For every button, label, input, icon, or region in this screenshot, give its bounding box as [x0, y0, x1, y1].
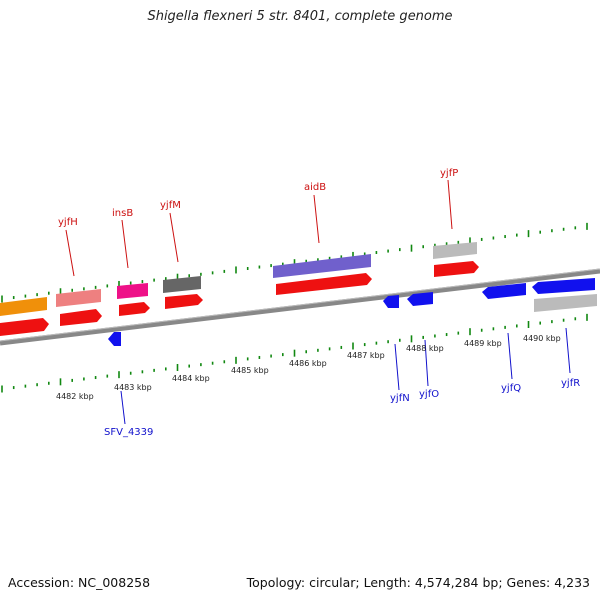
genome-backbone	[0, 268, 600, 346]
cds-track-forward	[0, 261, 479, 336]
feature-insB[interactable]	[117, 283, 148, 299]
feature-yjfQ[interactable]	[482, 283, 526, 299]
cds-forward[interactable]	[276, 273, 372, 295]
gene-label-yjfQ[interactable]: yjfQ	[501, 383, 521, 394]
genome-summary-text: Topology: circular; Length: 4,574,284 bp…	[246, 575, 590, 590]
feature-track-lower	[108, 278, 597, 346]
feature-yjfR[interactable]	[532, 278, 595, 294]
feature-aidB[interactable]	[273, 254, 371, 278]
cds-forward[interactable]	[119, 302, 150, 316]
gene-label-aidB[interactable]: aidB	[304, 182, 326, 193]
scale-labels: 4482 kbp 4483 kbp 4484 kbp 4485 kbp 4486…	[56, 334, 561, 401]
reverse-label-group: SFV_4339 yjfN yjfO yjfQ yjfR	[104, 327, 580, 438]
cds-forward[interactable]	[165, 294, 203, 309]
feature-yjfM[interactable]	[163, 276, 201, 293]
scale-label: 4487 kbp	[347, 351, 385, 360]
lower-tick-row	[1, 313, 588, 393]
gene-label-yjfR[interactable]: yjfR	[561, 378, 580, 389]
gene-label-insB[interactable]: insB	[112, 208, 133, 219]
gene-label-yjfH[interactable]: yjfH	[58, 217, 78, 228]
gene-label-yjfN[interactable]: yjfN	[390, 393, 410, 404]
cds-forward[interactable]	[0, 318, 49, 336]
genome-backbone-highlight	[0, 268, 600, 342]
gene-label-SFV_4339[interactable]: SFV_4339	[104, 427, 153, 438]
scale-label: 4485 kbp	[231, 366, 269, 375]
cds-forward[interactable]	[60, 309, 102, 326]
gene-label-yjfP[interactable]: yjfP	[440, 168, 458, 179]
scale-label: 4486 kbp	[289, 359, 327, 368]
map-title: Shigella flexneri 5 str. 8401, complete …	[147, 9, 453, 24]
accession-text: Accession: NC_008258	[8, 575, 151, 590]
scale-label: 4483 kbp	[114, 383, 152, 392]
forward-label-group: yjfH insB yjfM aidB yjfP	[58, 168, 458, 277]
feature-yjfP[interactable]	[433, 242, 477, 259]
feature-yjfH[interactable]	[56, 289, 101, 307]
feature-SFV_4339[interactable]	[108, 332, 121, 346]
feature-track-upper	[0, 242, 477, 316]
scale-label: 4489 kbp	[464, 339, 502, 348]
cds-forward[interactable]	[434, 261, 479, 277]
scale-label: 4488 kbp	[406, 344, 444, 353]
scale-label: 4490 kbp	[523, 334, 561, 343]
feature-orange[interactable]	[0, 297, 47, 316]
gene-label-yjfM[interactable]: yjfM	[160, 200, 181, 211]
scale-label: 4482 kbp	[56, 392, 94, 401]
feature-yjfO[interactable]	[407, 292, 433, 306]
feature-yjfN[interactable]	[383, 295, 399, 308]
scale-label: 4484 kbp	[172, 374, 210, 383]
feature-gray-lower[interactable]	[534, 294, 597, 312]
gene-label-yjfO[interactable]: yjfO	[419, 389, 439, 400]
